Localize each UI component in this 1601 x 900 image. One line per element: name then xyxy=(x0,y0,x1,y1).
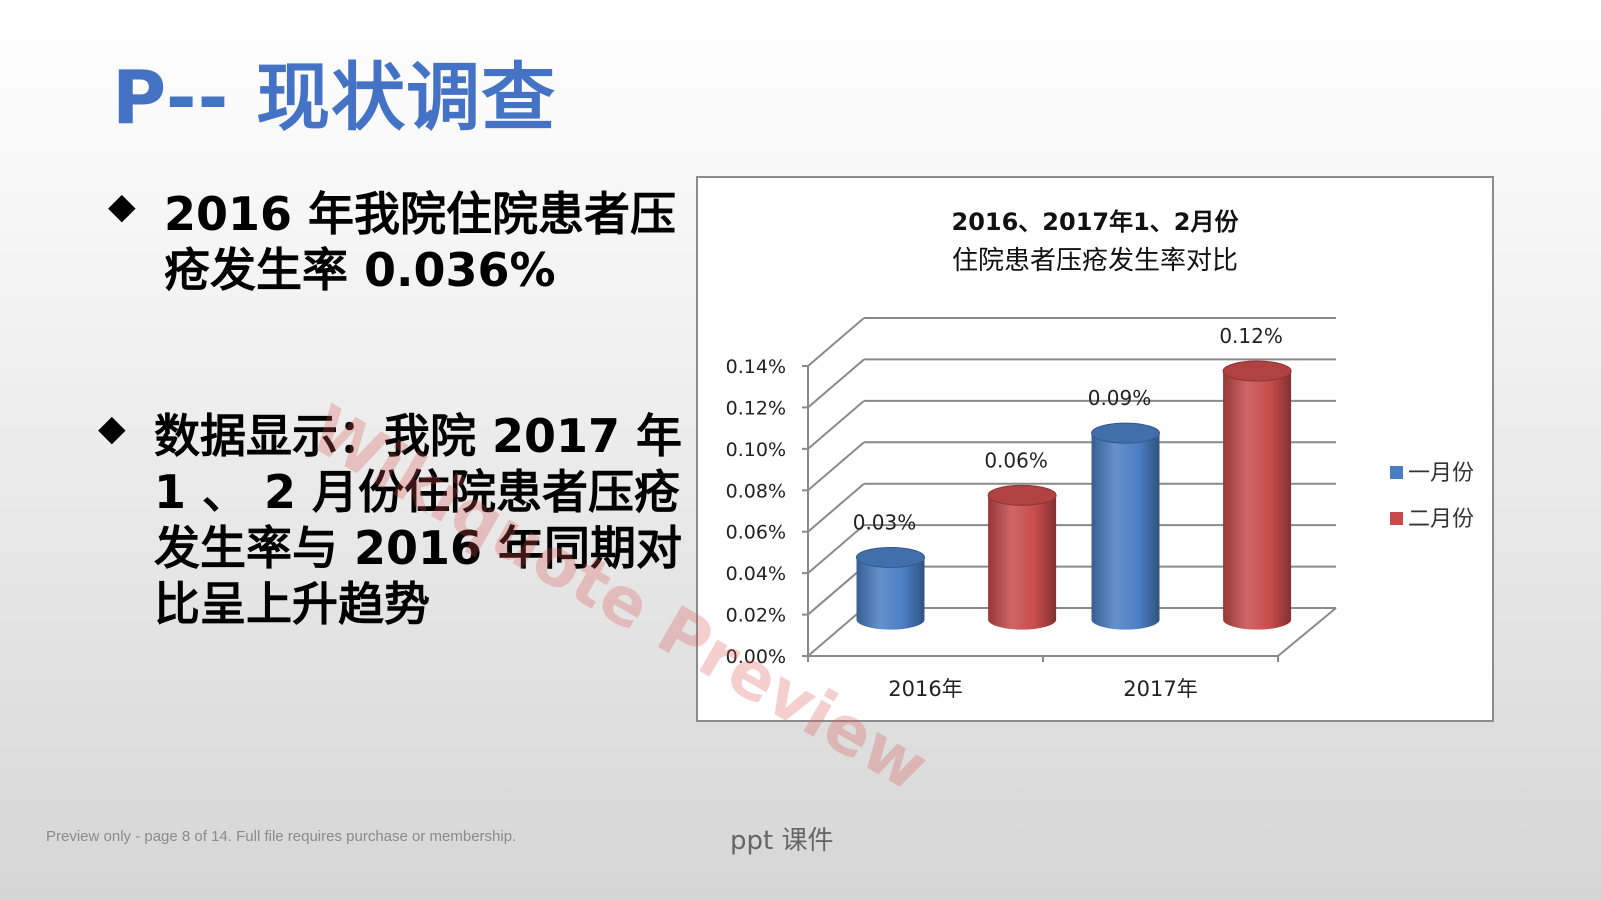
gridline-diagonal xyxy=(807,441,865,492)
bar-cylinder-top xyxy=(1222,360,1292,382)
y-tick-label: 0.14% xyxy=(726,356,786,378)
legend-label: 二月份 xyxy=(1408,507,1474,532)
gridline-diagonal xyxy=(807,317,865,367)
y-tick-label: 0.00% xyxy=(726,646,786,668)
legend-swatch xyxy=(1390,466,1403,479)
footer-brand: ppt 课件 xyxy=(730,826,834,856)
data-label: 0.06% xyxy=(984,448,1048,472)
bar-cylinder-top xyxy=(1091,422,1160,444)
y-tick-label: 0.02% xyxy=(726,605,786,627)
gridline-diagonal xyxy=(807,482,865,533)
data-label: 0.12% xyxy=(1219,324,1283,348)
bullet-text: 2016 年我院住院患者压疮发生率 0.036% xyxy=(164,187,677,297)
chart-title-line2: 住院患者压疮发生率对比 xyxy=(951,246,1238,276)
gridline-diagonal xyxy=(807,524,865,574)
chart-title-line1: 2016、2017年1、2月份 xyxy=(951,208,1239,236)
gridline-diagonal xyxy=(807,565,865,616)
bar-cylinder-top xyxy=(987,484,1057,506)
gridline-diagonal xyxy=(807,400,865,450)
x-category-label: 2016年 xyxy=(888,677,962,701)
bar-cylinder-一月份 xyxy=(1091,433,1160,630)
legend-label: 一月份 xyxy=(1408,461,1474,486)
diamond-bullet-icon: ◆ xyxy=(98,408,126,449)
bar-cylinder-一月份 xyxy=(856,557,925,630)
floor-edge xyxy=(1277,607,1337,657)
bullet-text: 数据显示：我院 2017 年 1 、 2 月份住院患者压疮发生率与 2016 年… xyxy=(154,409,683,631)
slide-title: P-- 现状调查 xyxy=(112,55,557,141)
y-tick-label: 0.08% xyxy=(726,480,786,502)
data-label: 0.09% xyxy=(1088,386,1152,410)
chart-canvas: 0.00% 0.02% 0.04% 0.06% 0.08% 0.10% 0.12% 0.14%… xyxy=(726,317,1474,701)
y-tick-label: 0.06% xyxy=(726,522,786,544)
legend-swatch xyxy=(1390,512,1403,525)
x-category-label: 2017年 xyxy=(1123,677,1197,701)
data-label: 0.03% xyxy=(853,510,917,534)
gridline-diagonal xyxy=(807,607,865,657)
gridline-diagonal xyxy=(807,358,865,409)
preview-notice: Preview only - page 8 of 14. Full file r… xyxy=(46,828,517,845)
diamond-bullet-icon: ◆ xyxy=(108,186,136,227)
y-tick-label: 0.12% xyxy=(726,397,786,419)
chart-panel: 2016、2017年1、2月份 住院患者压疮发生率对比 0.00% 0.02% 0.… xyxy=(696,176,1494,722)
bar-cylinder-二月份 xyxy=(988,495,1057,630)
y-tick-label: 0.04% xyxy=(726,563,786,585)
bar-cylinder-top xyxy=(856,546,925,568)
bar-cylinder-二月份 xyxy=(1223,371,1292,630)
y-tick-label: 0.10% xyxy=(726,439,786,461)
